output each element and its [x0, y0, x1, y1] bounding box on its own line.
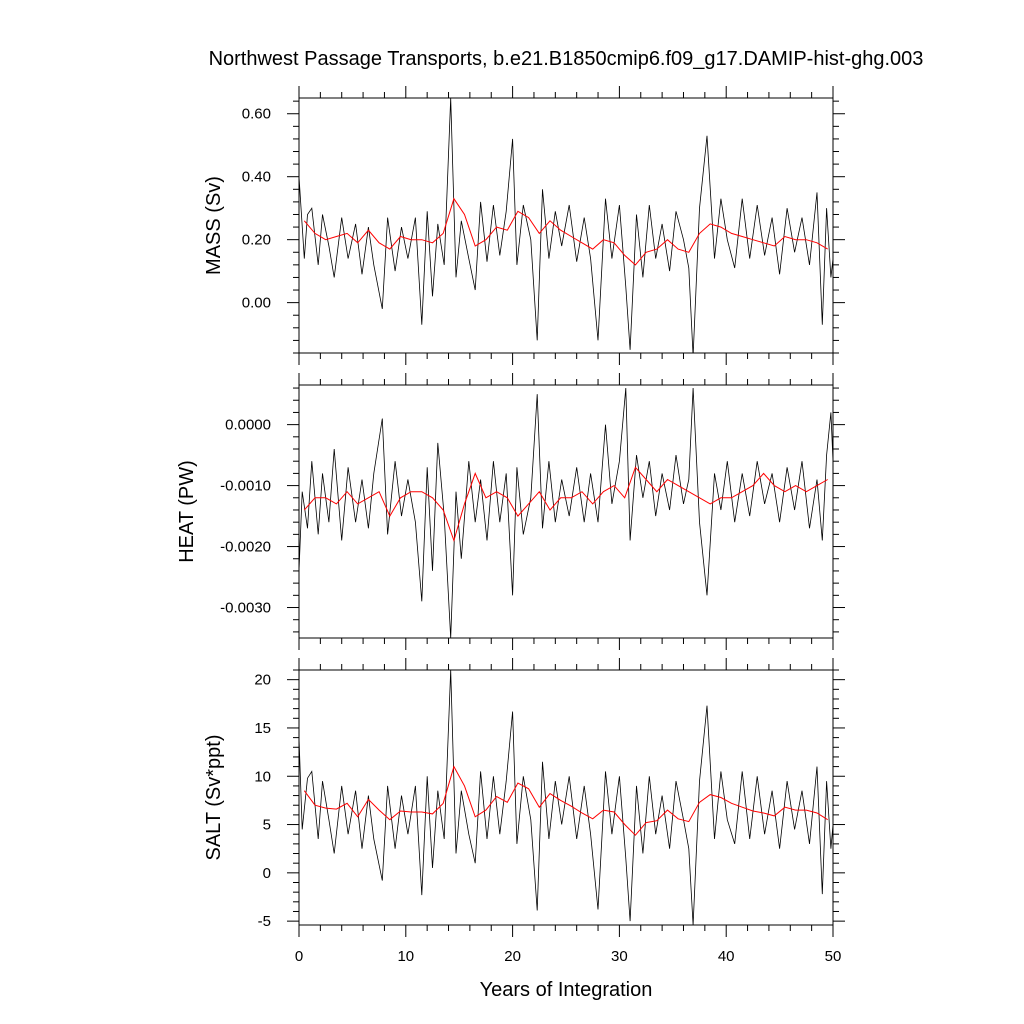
y-tick-label: -0.0010 — [220, 478, 271, 495]
y-tick-label: 20 — [254, 672, 271, 689]
y-tick-label: -0.0020 — [220, 539, 271, 556]
x-tick-label: 10 — [397, 948, 414, 965]
y-tick-label: 15 — [254, 720, 271, 737]
y-tick-label: 0 — [263, 865, 271, 882]
y-tick-label: 10 — [254, 768, 271, 785]
chart-title: Northwest Passage Transports, b.e21.B185… — [209, 48, 924, 70]
monthly-series-line — [299, 670, 833, 925]
panel-frame — [298, 97, 834, 354]
panel-frame — [298, 384, 834, 639]
panel-heat: -0.0030 -0.0020 -0.0010 0.0000 HEAT (PW) — [176, 373, 845, 650]
y-tick-label: 0.60 — [242, 106, 271, 123]
y-tick-label: 5 — [263, 817, 271, 834]
y-axis-label: SALT (Sv*ppt) — [203, 735, 225, 861]
annual-mean-series-line — [303, 765, 828, 836]
y-tick-label: 0.20 — [242, 232, 271, 249]
x-axis-label: Years of Integration — [480, 979, 653, 1001]
x-tick-label: 40 — [718, 948, 735, 965]
panel-mass: 0.00 0.20 0.40 0.60 MASS (Sv) — [203, 86, 845, 365]
panel-salt: 0 10 20 30 40 50 -5 0 5 10 15 20 SALT (Sv*ppt) — [203, 658, 845, 965]
y-axis-label: MASS (Sv) — [203, 176, 225, 275]
y-axis-label: HEAT (PW) — [176, 460, 198, 563]
y-tick-label: -5 — [258, 913, 271, 930]
y-tick-label: 0.0000 — [225, 417, 271, 434]
y-tick-label: 0.00 — [242, 295, 271, 312]
y-tick-label: 0.40 — [242, 169, 271, 186]
x-tick-label: 30 — [611, 948, 628, 965]
monthly-series-line — [299, 387, 833, 638]
annual-mean-series-line — [303, 197, 828, 266]
monthly-series-line — [299, 98, 833, 353]
x-tick-label: 50 — [825, 948, 842, 965]
annual-mean-series-line — [303, 466, 828, 543]
panel-frame — [298, 669, 834, 926]
x-tick-label: 20 — [504, 948, 521, 965]
y-tick-label: -0.0030 — [220, 600, 271, 617]
x-tick-label: 0 — [295, 948, 303, 965]
